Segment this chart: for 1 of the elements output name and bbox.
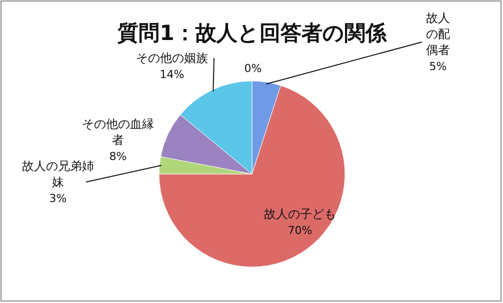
chart-title: 質問1：故人と回答者の関係 <box>116 21 388 45</box>
